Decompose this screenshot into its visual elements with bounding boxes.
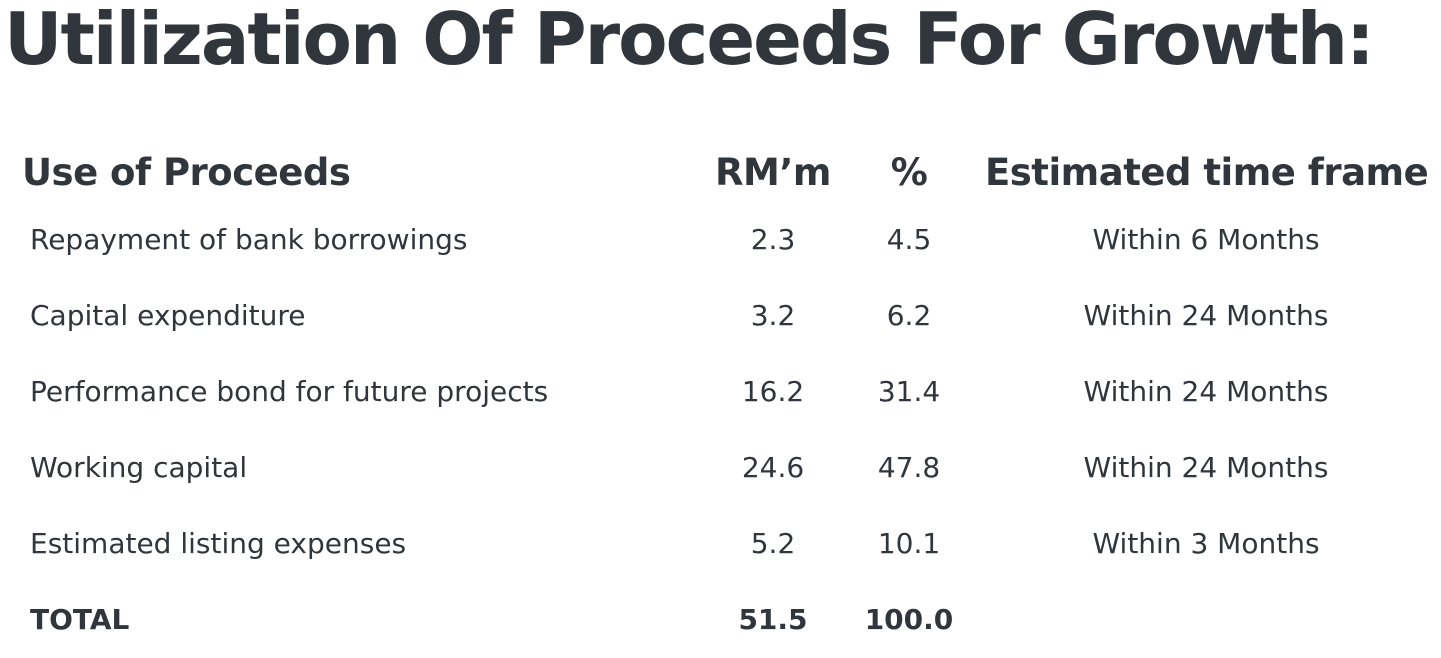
row-time: Within 24 Months xyxy=(1083,375,1329,408)
row-pct: 6.2 xyxy=(886,299,932,332)
row-time: Within 3 Months xyxy=(1092,527,1320,560)
row-rm: 16.2 xyxy=(741,375,805,408)
total-rm: 51.5 xyxy=(738,603,808,636)
row-time: Within 6 Months xyxy=(1092,223,1320,256)
row-use: Estimated listing expenses xyxy=(30,527,407,560)
row-use: Repayment of bank borrowings xyxy=(30,223,468,256)
row-time: Within 24 Months xyxy=(1083,451,1329,484)
row-use: Working capital xyxy=(30,451,248,484)
row-rm: 2.3 xyxy=(750,223,796,256)
row-pct: 10.1 xyxy=(877,527,941,560)
header-estimated-time-frame: Estimated time frame xyxy=(985,151,1429,194)
row-rm: 5.2 xyxy=(750,527,796,560)
page-title: Utilization Of Proceeds For Growth: xyxy=(4,0,1375,81)
header-rm-million: RM’m xyxy=(715,151,831,194)
row-rm: 24.6 xyxy=(741,451,805,484)
total-pct: 100.0 xyxy=(864,603,954,636)
row-pct: 4.5 xyxy=(886,223,932,256)
header-percent: % xyxy=(890,151,928,194)
total-label: TOTAL xyxy=(30,603,130,636)
row-pct: 31.4 xyxy=(877,375,941,408)
row-use: Capital expenditure xyxy=(30,299,306,332)
row-use: Performance bond for future projects xyxy=(30,375,549,408)
row-rm: 3.2 xyxy=(750,299,796,332)
header-use-of-proceeds: Use of Proceeds xyxy=(22,151,351,194)
row-pct: 47.8 xyxy=(877,451,941,484)
row-time: Within 24 Months xyxy=(1083,299,1329,332)
